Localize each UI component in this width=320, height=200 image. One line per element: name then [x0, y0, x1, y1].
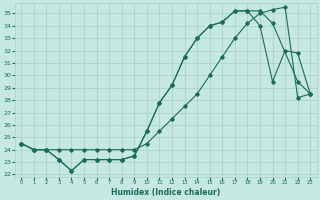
X-axis label: Humidex (Indice chaleur): Humidex (Indice chaleur) [111, 188, 220, 197]
